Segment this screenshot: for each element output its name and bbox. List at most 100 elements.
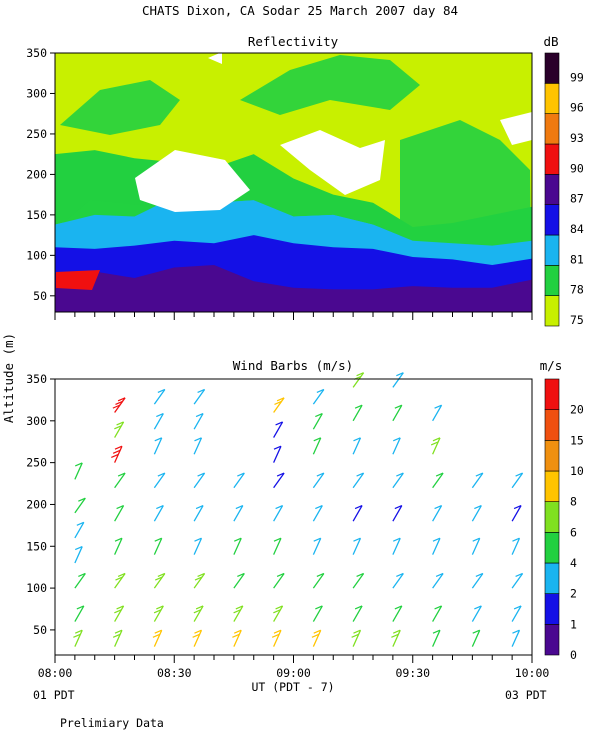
wind-barb-staff — [193, 605, 204, 622]
wind-barb — [352, 472, 365, 489]
wind-barb-staff — [471, 605, 482, 622]
colorbar-swatch — [544, 409, 560, 441]
wind-barb-staff — [114, 605, 125, 622]
wind-barb-flag — [276, 572, 285, 578]
wind-barb-flag — [354, 605, 363, 610]
wind-barb-staff — [193, 537, 203, 555]
wind-barb-flag — [194, 576, 203, 581]
wind-barb-flag — [154, 537, 162, 542]
wind-barb — [74, 546, 83, 564]
wind-barb-flag — [474, 505, 482, 510]
wind-barb — [311, 629, 322, 647]
wind-barb — [312, 413, 323, 430]
wind-barb — [392, 605, 403, 622]
wind-barb-staff — [471, 472, 484, 489]
wind-barb-flag — [313, 437, 321, 442]
colorbar-swatch — [544, 204, 560, 236]
wind-barb — [74, 572, 86, 589]
wind-barb-staff — [471, 537, 481, 555]
colorbar-label: 84 — [570, 222, 584, 236]
wind-barb-staff — [352, 537, 362, 555]
reflectivity-band — [55, 265, 532, 312]
wind-barb — [471, 537, 481, 555]
wind-barb-flag — [275, 505, 283, 510]
wind-barb-flag — [237, 572, 245, 578]
wind-barb — [352, 437, 362, 455]
wind-barb-flag — [396, 572, 404, 578]
colorbar-swatch — [544, 470, 560, 502]
wind-barb-flag — [353, 537, 361, 542]
wind-barb — [392, 404, 403, 422]
wind-barb — [273, 472, 285, 489]
wind-barb-staff — [273, 445, 282, 463]
wind-barb-staff — [392, 372, 404, 388]
x-tick-label: 08:30 — [157, 666, 192, 680]
colorbar-label: 0 — [570, 648, 577, 662]
wind-barb — [233, 605, 244, 622]
wind-barb-staff — [273, 605, 284, 622]
wind-barb-flag — [356, 472, 364, 477]
wind-barb — [511, 572, 524, 589]
wind-barb-staff — [74, 521, 85, 539]
wind-barb-flag — [194, 629, 202, 634]
y-tick-label: 300 — [26, 86, 47, 100]
wind-barb — [511, 605, 522, 622]
wind-barb-flag — [434, 404, 442, 409]
colorbar-label: 20 — [570, 403, 584, 417]
wind-barb — [432, 629, 441, 647]
wind-barb — [312, 437, 322, 455]
y-tick-label: 50 — [33, 623, 47, 637]
colorbar-label: 81 — [570, 252, 584, 266]
x-axis-title: UT (PDT - 7) — [251, 680, 334, 694]
wind-barb — [74, 521, 85, 539]
wind-barb-flag — [515, 472, 523, 477]
reflectivity-unit: dB — [543, 34, 558, 49]
wind-barb-staff — [233, 573, 245, 589]
wind-barb — [233, 505, 244, 522]
wind-barb — [511, 505, 522, 522]
windspeed-colorbar: 0 1 2 4 6 8 10 15 20 — [544, 378, 584, 662]
wind-barb-staff — [312, 537, 322, 555]
wind-barb — [193, 605, 204, 622]
wind-barb — [392, 537, 401, 555]
wind-barb-staff — [233, 605, 244, 622]
wind-barb-staff — [193, 413, 204, 430]
wind-barb-flag — [235, 505, 244, 510]
colorbar-swatch — [544, 440, 560, 472]
wind-barb-flag — [394, 505, 403, 510]
reflectivity-nodata — [500, 112, 532, 145]
wind-barb-staff — [312, 573, 325, 589]
wind-barb-staff — [114, 445, 123, 463]
wind-barb-flag — [275, 421, 283, 426]
wind-barb-flag — [154, 576, 163, 581]
wind-barb — [73, 629, 83, 647]
wind-barb — [232, 629, 242, 647]
wind-barb-flag — [353, 437, 361, 442]
wind-barb-staff — [432, 505, 443, 522]
wind-barb — [74, 462, 83, 480]
reflectivity-patch-78 — [60, 80, 180, 135]
wind-barb — [432, 505, 443, 522]
wind-barb-flag — [74, 546, 83, 551]
wind-barb-flag — [391, 633, 399, 638]
wind-barb-flag — [232, 633, 240, 638]
wind-barb-staff — [233, 505, 244, 522]
reflectivity-patch-78 — [240, 55, 420, 115]
reflectivity-colorbar: 75 78 81 84 87 90 93 96 99 — [544, 52, 584, 327]
colorbar-label: 78 — [570, 283, 584, 297]
start-date-label: 01 PDT — [33, 688, 75, 702]
wind-barb-staff — [193, 573, 206, 589]
wind-barb-flag — [512, 629, 520, 634]
wind-barb-flag — [235, 605, 244, 610]
colorbar-swatch — [544, 562, 560, 594]
wind-barb-flag — [273, 537, 282, 542]
wind-barb — [312, 537, 322, 555]
wind-barb-staff — [193, 505, 204, 522]
wind-barb-flag — [432, 437, 441, 442]
wind-barb — [352, 505, 363, 522]
wind-barb-flag — [153, 609, 162, 614]
wind-barb — [471, 605, 482, 622]
wind-barb-staff — [193, 472, 206, 489]
y-tick-label: 50 — [33, 289, 47, 303]
wind-barb — [153, 505, 164, 522]
